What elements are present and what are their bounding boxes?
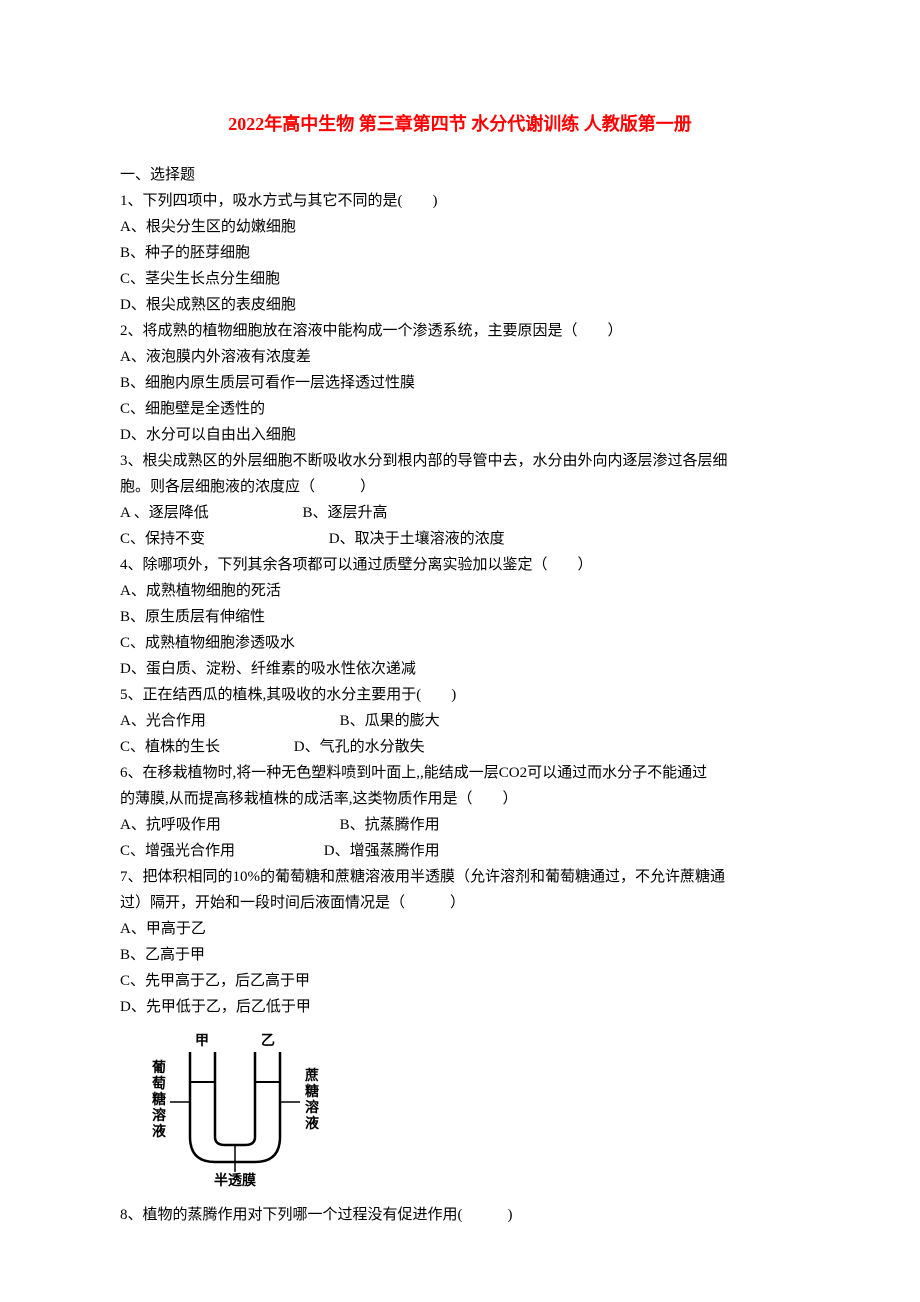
question-1-option-c: C、茎尖生长点分生细胞	[120, 267, 800, 291]
question-4-option-b: B、原生质层有伸缩性	[120, 605, 800, 629]
question-7-option-b: B、乙高于甲	[120, 943, 800, 967]
question-4-option-a: A、成熟植物细胞的死活	[120, 579, 800, 603]
question-5-options-row2: C、植株的生长 D、气孔的水分散失	[120, 735, 800, 759]
question-5-options-row1: A、光合作用 B、瓜果的膨大	[120, 709, 800, 733]
question-6-options-row1: A、抗呼吸作用 B、抗蒸腾作用	[120, 813, 800, 837]
question-5-option-a: A、光合作用	[120, 709, 206, 733]
document-title: 2022年高中生物 第三章第四节 水分代谢训练 人教版第一册	[120, 110, 800, 139]
question-7-stem-line1: 7、把体积相同的10%的葡萄糖和蔗糖溶液用半透膜（允许溶剂和葡萄糖通过，不允许蔗…	[120, 865, 800, 889]
section-header: 一、选择题	[120, 163, 800, 187]
question-7-option-a: A、甲高于乙	[120, 917, 800, 941]
diagram-label-yi: 乙	[261, 1032, 275, 1048]
question-5-option-b: B、瓜果的膨大	[340, 709, 440, 733]
u-tube-diagram: 甲 乙 葡 萄 糖 溶 液	[140, 1027, 800, 1195]
question-3-option-c: C、保持不变	[120, 527, 205, 551]
diagram-right-label: 蔗 糖 溶 液	[304, 1067, 323, 1131]
question-6-option-c: C、增强光合作用	[120, 839, 235, 863]
question-1-option-b: B、种子的胚芽细胞	[120, 241, 800, 265]
question-2-option-b: B、细胞内原生质层可看作一层选择透过性膜	[120, 371, 800, 395]
question-1-stem: 1、下列四项中，吸水方式与其它不同的是( )	[120, 189, 800, 213]
question-6-option-b: B、抗蒸腾作用	[340, 813, 440, 837]
question-7-option-c: C、先甲高于乙，后乙高于甲	[120, 969, 800, 993]
question-3-options-row2: C、保持不变 D、取决于土壤溶液的浓度	[120, 527, 800, 551]
u-tube-inner	[215, 1052, 255, 1145]
question-1-option-a: A、根尖分生区的幼嫩细胞	[120, 215, 800, 239]
question-8-stem: 8、植物的蒸腾作用对下列哪一个过程没有促进作用( )	[120, 1203, 800, 1227]
question-5-stem: 5、正在结西瓜的植株,其吸收的水分主要用于( )	[120, 683, 800, 707]
question-6-option-a: A、抗呼吸作用	[120, 813, 221, 837]
question-2-option-c: C、细胞壁是全透性的	[120, 397, 800, 421]
question-7-option-d: D、先甲低于乙，后乙低于甲	[120, 995, 800, 1019]
question-6-options-row2: C、增强光合作用 D、增强蒸腾作用	[120, 839, 800, 863]
question-3-option-d: D、取决于土壤溶液的浓度	[329, 527, 505, 551]
question-1-option-d: D、根尖成熟区的表皮细胞	[120, 293, 800, 317]
question-6-option-d: D、增强蒸腾作用	[324, 839, 440, 863]
question-4-option-c: C、成熟植物细胞渗透吸水	[120, 631, 800, 655]
question-2-stem: 2、将成熟的植物细胞放在溶液中能构成一个渗透系统，主要原因是（ ）	[120, 319, 800, 343]
question-3-stem-line2: 胞。则各层细胞液的浓度应（ ）	[120, 475, 800, 499]
question-2-option-a: A、液泡膜内外溶液有浓度差	[120, 345, 800, 369]
question-4-stem: 4、除哪项外，下列其余各项都可以通过质壁分离实验加以鉴定（ ）	[120, 553, 800, 577]
diagram-bottom-label: 半透膜	[214, 1172, 256, 1187]
question-3-stem-line1: 3、根尖成熟区的外层细胞不断吸收水分到根内部的导管中去，水分由外向内逐层渗过各层…	[120, 449, 800, 473]
u-tube-svg: 甲 乙 葡 萄 糖 溶 液	[140, 1027, 340, 1187]
question-6-stem-line2: 的薄膜,从而提高移栽植株的成活率,这类物质作用是（ ）	[120, 787, 800, 811]
question-3-option-b: B、逐层升高	[303, 501, 388, 525]
question-3-options-row1: A 、逐层降低 B、逐层升高	[120, 501, 800, 525]
question-2-option-d: D、水分可以自由出入细胞	[120, 423, 800, 447]
diagram-label-jia: 甲	[195, 1032, 209, 1048]
question-6-stem-line1: 6、在移栽植物时,将一种无色塑料喷到叶面上,,能结成一层CO2可以通过而水分子不…	[120, 761, 800, 785]
question-5-option-c: C、植株的生长	[120, 735, 220, 759]
question-5-option-d: D、气孔的水分散失	[294, 735, 425, 759]
question-3-option-a: A 、逐层降低	[120, 501, 209, 525]
diagram-left-label: 葡 萄 糖 溶 液	[151, 1059, 170, 1139]
question-4-option-d: D、蛋白质、淀粉、纤维素的吸水性依次递减	[120, 657, 800, 681]
question-7-stem-line2: 过）隔开，开始和一段时间后液面情况是（ ）	[120, 891, 800, 915]
